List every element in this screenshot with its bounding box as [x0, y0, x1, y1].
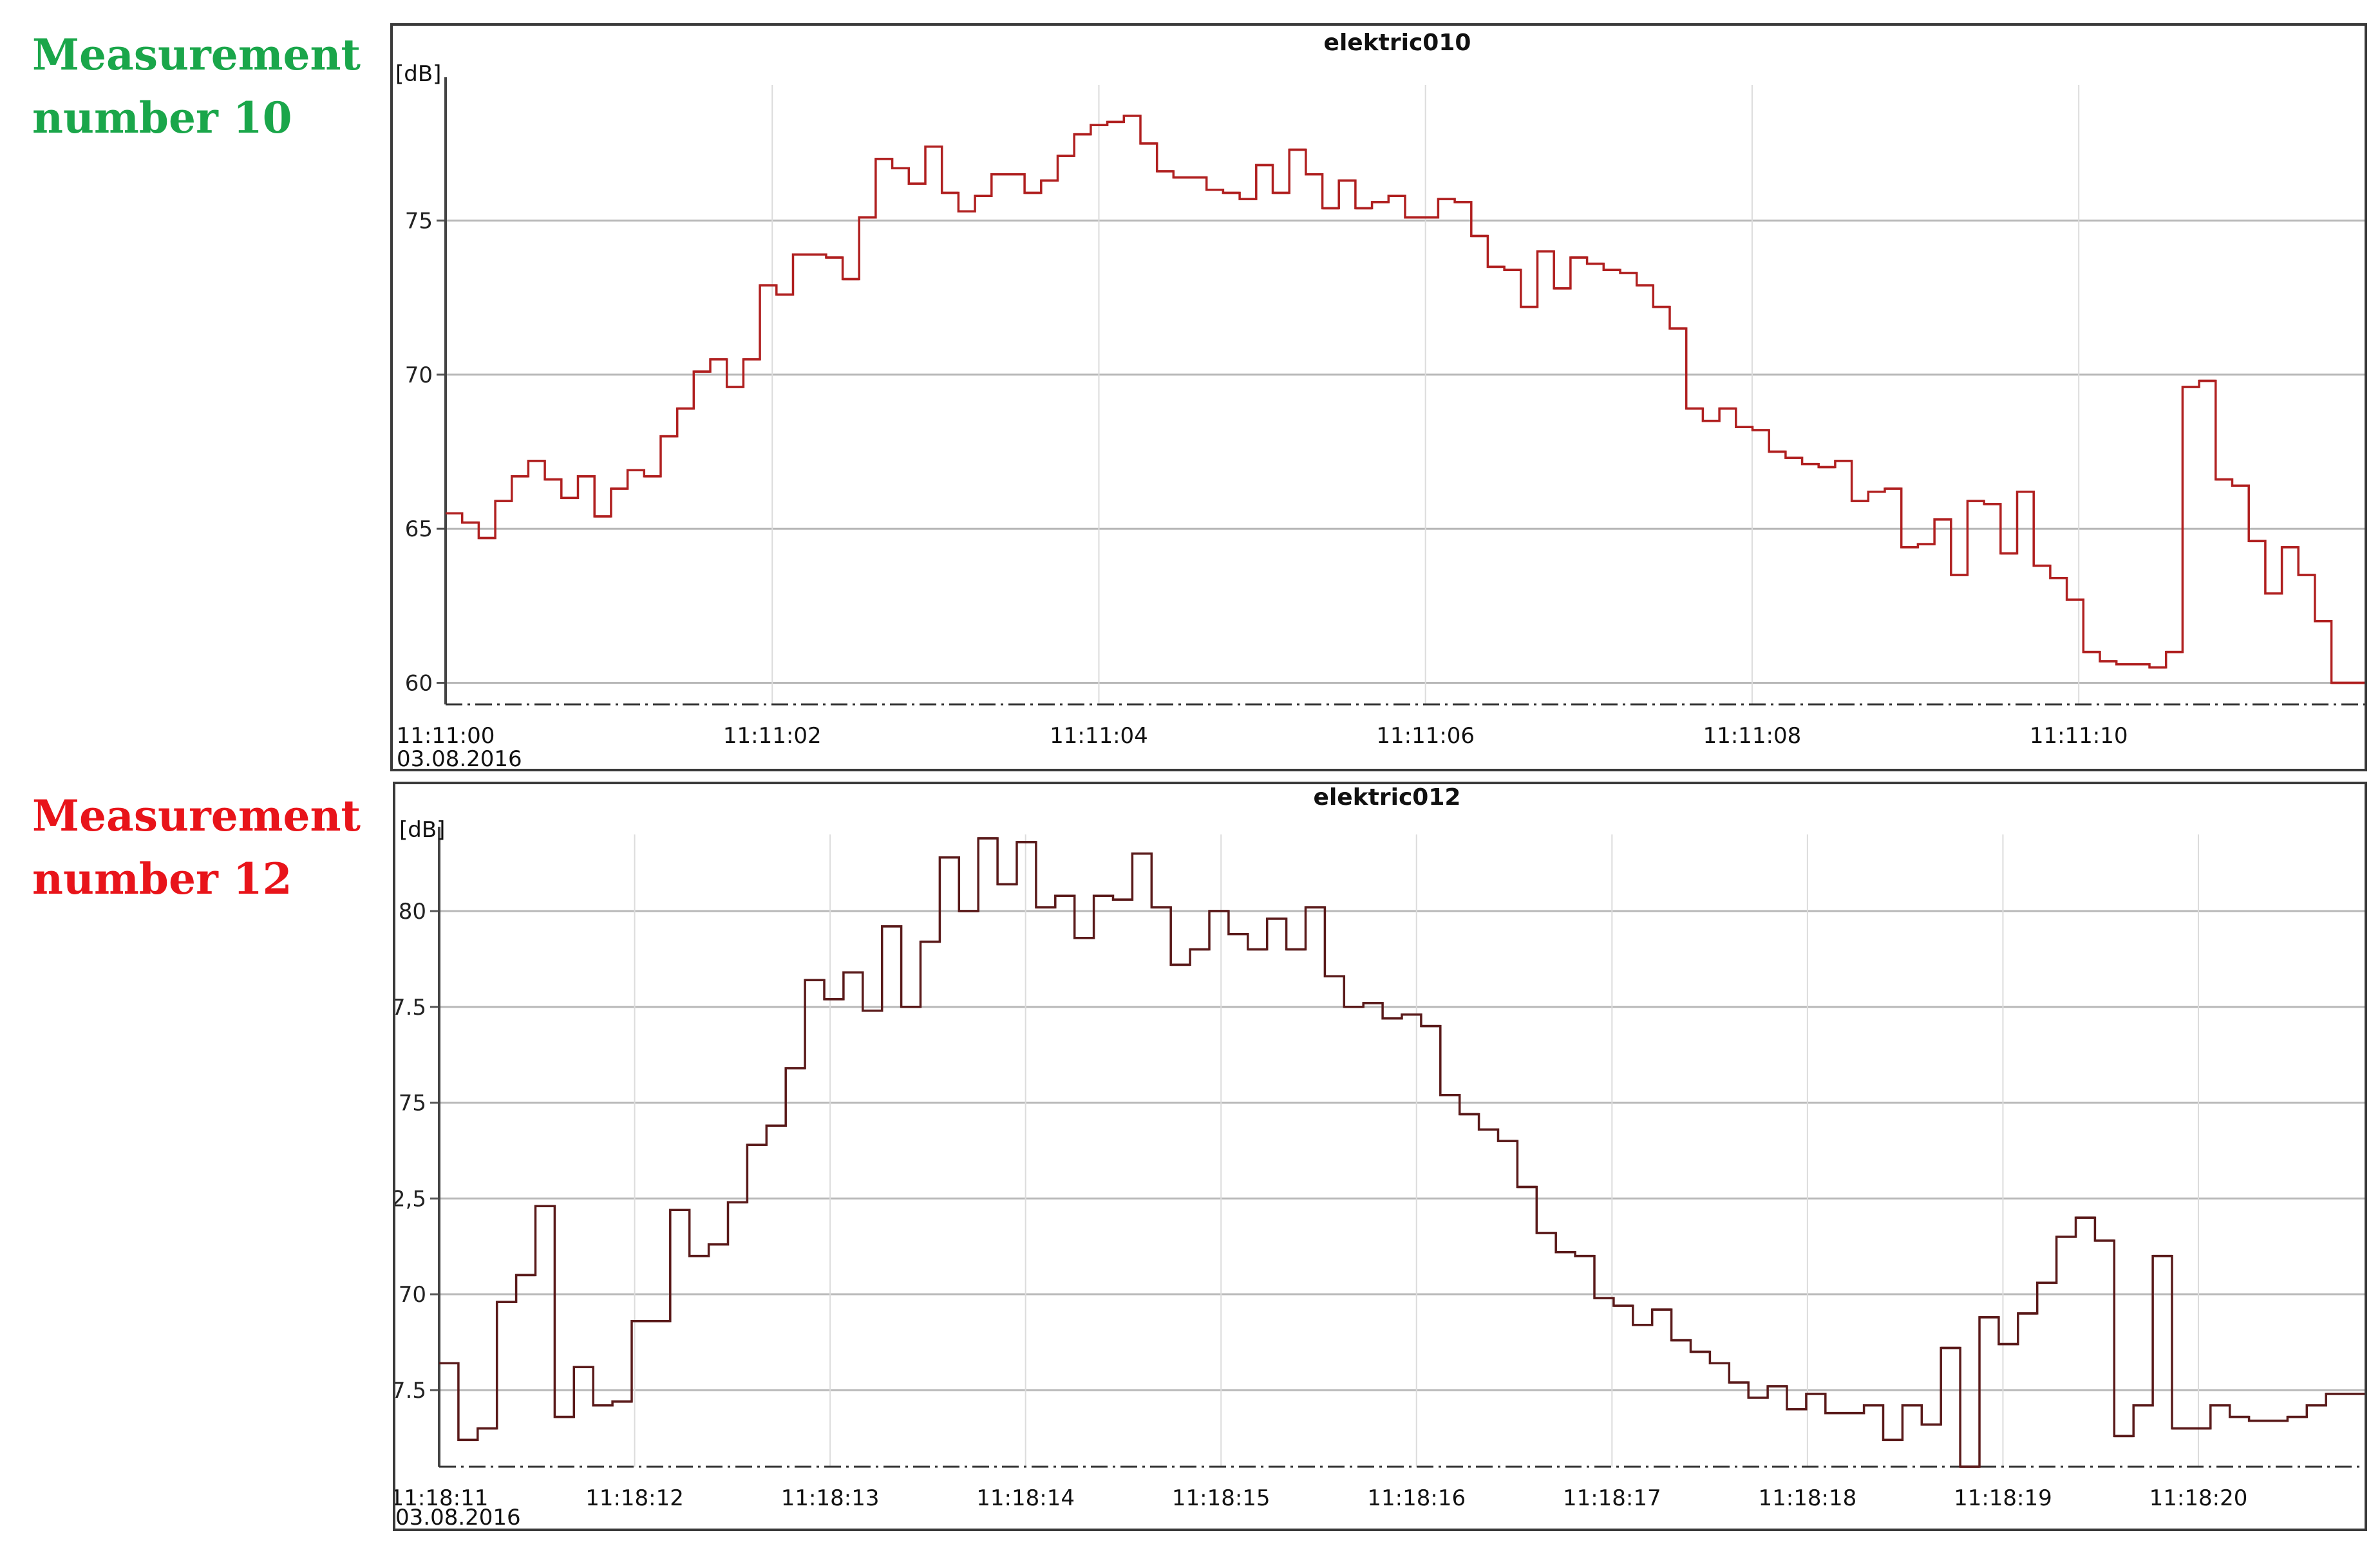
x-tick-label: 11:18:18	[1759, 1485, 1857, 1511]
chart-title: elektric010	[1324, 30, 1471, 56]
date-label: 03.08.2016	[395, 1505, 521, 1529]
y-tick-label: 67.5	[395, 1378, 426, 1404]
x-tick-label: 11:18:20	[2149, 1485, 2248, 1511]
y-tick-label: 65	[405, 516, 433, 542]
chart-title: elektric012	[1314, 784, 1461, 811]
measurement-10-label: Measurement number 10	[32, 30, 361, 143]
x-tick-label: 11:18:12	[585, 1485, 684, 1511]
x-tick-label: 11:11:04	[1050, 723, 1148, 749]
y-tick-label: 75	[405, 209, 433, 234]
y-tick-label: 72,5	[395, 1186, 426, 1212]
chart-panel-10: 60 65 70 75 11:11:00 11:11:02 11:11:04 11:11:06…	[390, 23, 2367, 771]
x-tick-label: 11:18:14	[976, 1485, 1075, 1511]
x-tick-label: 11:18:19	[1954, 1485, 2052, 1511]
series-line	[446, 115, 2365, 684]
y-tick-label: 75	[399, 1091, 426, 1116]
x-tick-label: 11:18:11	[395, 1485, 488, 1511]
y-axis-unit-label: [dB]	[395, 61, 441, 87]
x-tick-label: 11:18:15	[1172, 1485, 1270, 1511]
x-tick-label: 11:11:00	[397, 723, 495, 749]
chart-1-group: 67.5 70 72,5 75 77.5 80 11:18:11 11:18:12 11:18:…	[395, 784, 2365, 1529]
chart-0-group: 60 65 70 75 11:11:00 11:11:02 11:11:04 11:11:06…	[395, 30, 2365, 769]
chart-panel-12: 67.5 70 72,5 75 77.5 80 11:18:11 11:18:12 11:18:…	[393, 782, 2367, 1531]
x-tick-label: 11:18:16	[1367, 1485, 1466, 1511]
x-tick-label: 11:18:17	[1563, 1485, 1661, 1511]
y-axis-unit-label: [dB]	[399, 817, 445, 843]
x-tick-label: 11:11:08	[1703, 723, 1802, 749]
x-tick-label: 11:11:06	[1376, 723, 1475, 749]
series-line	[439, 837, 2365, 1468]
y-tick-label: 80	[399, 899, 426, 925]
chart-10: 60 65 70 75 11:11:00 11:11:02 11:11:04 11:11:06…	[395, 30, 2365, 769]
y-tick-label: 77.5	[395, 995, 426, 1021]
y-tick-label: 60	[405, 670, 433, 696]
x-tick-label: 11:18:13	[781, 1485, 880, 1511]
chart-12: 67.5 70 72,5 75 77.5 80 11:18:11 11:18:12 11:18:…	[395, 784, 2365, 1529]
y-tick-label: 70	[405, 362, 433, 388]
x-tick-label: 11:11:10	[2030, 723, 2128, 749]
date-label: 03.08.2016	[397, 746, 522, 769]
measurement-12-label: Measurement number 12	[32, 791, 361, 904]
x-tick-label: 11:11:02	[723, 723, 822, 749]
y-tick-label: 70	[399, 1282, 426, 1308]
